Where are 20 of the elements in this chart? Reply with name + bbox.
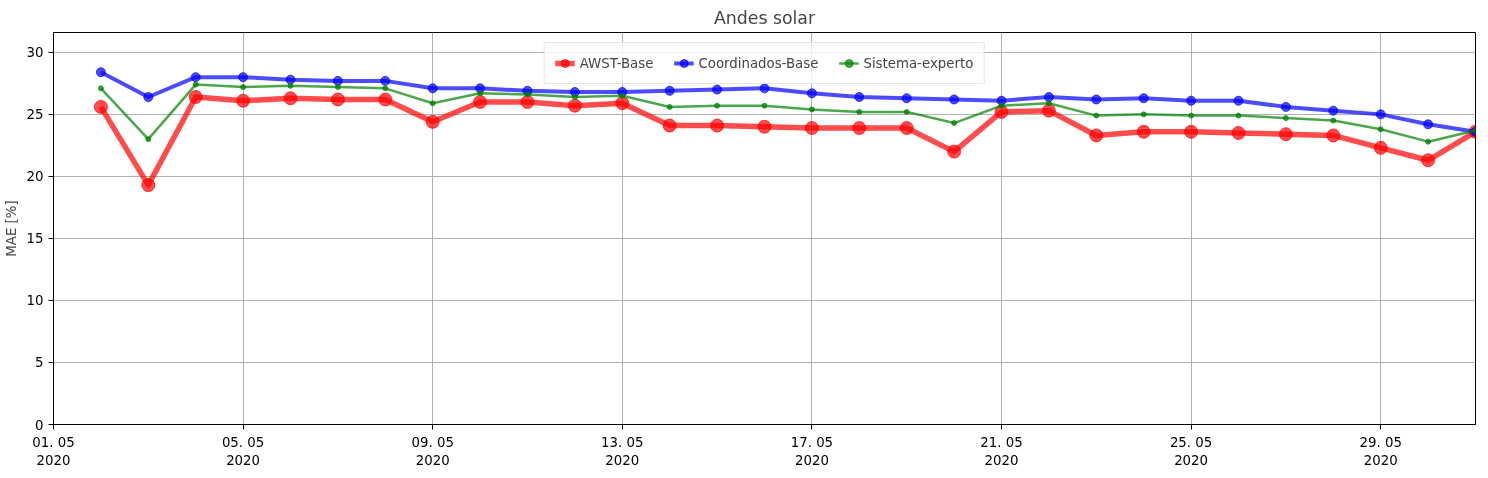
x-tick-label: 17. 05 2020 bbox=[790, 434, 834, 468]
x-tick-label: 21. 05 2020 bbox=[980, 434, 1023, 468]
y-tick-label: 25 bbox=[26, 107, 44, 123]
x-tick-label: 13. 05 2020 bbox=[601, 434, 644, 468]
y-tick-label: 5 bbox=[35, 355, 44, 371]
y-axis-title: MAE [%] bbox=[3, 200, 19, 257]
y-tick-label: 10 bbox=[26, 293, 44, 309]
y-tick-label: 20 bbox=[26, 169, 44, 185]
legend-label: Coordinados-Base bbox=[698, 55, 819, 71]
y-tick-label: 0 bbox=[35, 417, 44, 433]
x-tick-label: 09. 05 2020 bbox=[411, 434, 454, 468]
x-tick-label: 05. 05 2020 bbox=[221, 434, 265, 468]
y-tick-label: 15 bbox=[26, 231, 44, 247]
x-tick-label: 25. 05 2020 bbox=[1169, 434, 1213, 468]
legend-label: Sistema-experto bbox=[863, 55, 974, 71]
x-tick-label: 29. 05 2020 bbox=[1359, 434, 1402, 468]
y-tick-label: 30 bbox=[26, 45, 44, 61]
chart-title: Andes solar bbox=[713, 7, 816, 28]
legend-label: AWST-Base bbox=[579, 55, 654, 71]
x-tick-label: 01. 05 2020 bbox=[32, 434, 75, 468]
